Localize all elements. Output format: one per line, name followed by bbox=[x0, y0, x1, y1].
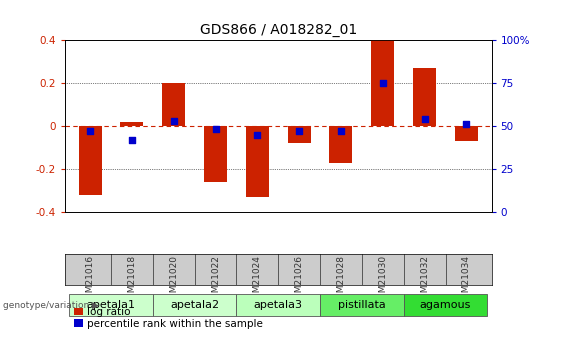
Bar bbox=[320, 294, 404, 316]
Text: apetala2: apetala2 bbox=[170, 300, 219, 310]
Point bbox=[211, 127, 220, 132]
Point bbox=[295, 128, 304, 134]
Bar bbox=[236, 294, 320, 316]
Bar bbox=[329, 126, 353, 162]
Point bbox=[337, 128, 346, 134]
Text: GSM21032: GSM21032 bbox=[420, 255, 429, 304]
Legend: log ratio, percentile rank within the sample: log ratio, percentile rank within the sa… bbox=[70, 303, 267, 333]
Bar bbox=[413, 68, 436, 126]
Bar bbox=[79, 126, 102, 195]
Text: agamous: agamous bbox=[420, 300, 471, 310]
Bar bbox=[162, 83, 185, 126]
Bar bbox=[455, 126, 478, 141]
Point bbox=[379, 80, 388, 86]
Text: GSM21018: GSM21018 bbox=[127, 255, 136, 304]
Bar bbox=[204, 126, 227, 182]
Text: genotype/variation ▶: genotype/variation ▶ bbox=[3, 301, 99, 310]
Point bbox=[127, 137, 136, 142]
Text: GSM21034: GSM21034 bbox=[462, 255, 471, 304]
Bar bbox=[153, 294, 236, 316]
Text: GSM21020: GSM21020 bbox=[169, 255, 178, 304]
Text: GSM21028: GSM21028 bbox=[337, 255, 345, 304]
Text: GSM21024: GSM21024 bbox=[253, 255, 262, 304]
Point bbox=[169, 118, 178, 124]
Bar bbox=[246, 126, 269, 197]
Bar bbox=[371, 40, 394, 126]
Bar bbox=[404, 294, 488, 316]
Text: apetala1: apetala1 bbox=[86, 300, 136, 310]
Text: GSM21022: GSM21022 bbox=[211, 255, 220, 304]
Bar bbox=[69, 294, 153, 316]
Point bbox=[462, 121, 471, 127]
Point bbox=[253, 132, 262, 137]
Text: pistillata: pistillata bbox=[338, 300, 386, 310]
Bar bbox=[120, 122, 144, 126]
Text: GSM21030: GSM21030 bbox=[379, 255, 388, 304]
Title: GDS866 / A018282_01: GDS866 / A018282_01 bbox=[199, 23, 357, 37]
Text: GSM21016: GSM21016 bbox=[85, 255, 94, 304]
Bar bbox=[288, 126, 311, 143]
Point bbox=[85, 128, 94, 134]
Text: GSM21026: GSM21026 bbox=[295, 255, 303, 304]
Point bbox=[420, 116, 429, 122]
Text: apetala3: apetala3 bbox=[254, 300, 303, 310]
